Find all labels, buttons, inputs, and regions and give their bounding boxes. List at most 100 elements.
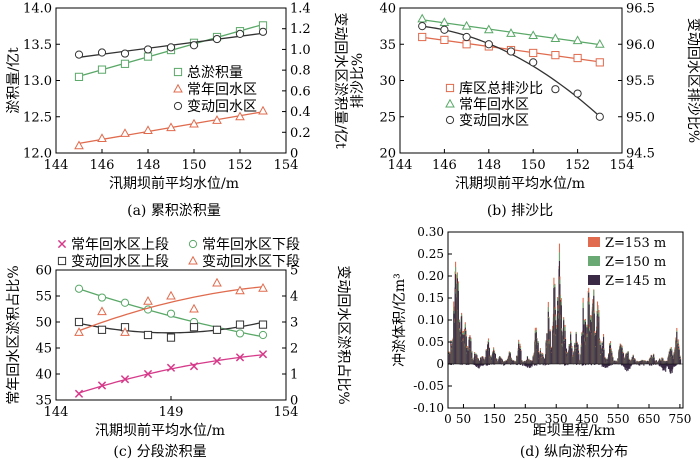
y-axis-label-right: 变动回水区排沙比% [685,18,700,143]
x-tick-label: 152 [565,158,590,173]
data-point [418,32,427,42]
x-tick-label: 50 [456,412,471,426]
data-point [74,72,84,81]
x-tick-label: 144 [44,158,69,173]
legend-label: 库区总排沙比 [459,81,543,97]
y-tick-label-right: 1.2 [290,22,311,37]
x-axis-label: 汛期坝前平均水位/m [95,422,225,439]
y-tick-label-left: 12.0 [23,147,52,162]
series-2 [418,22,604,121]
data-point [235,111,245,121]
y-tick-label-right: 0.8 [290,64,311,79]
y-tick-label-left: 40 [379,2,396,17]
x-axis-label: 汛期坝前平均水位/m [109,175,239,192]
legend-marker [173,67,183,77]
data-point [189,41,199,50]
legend-label: 变动回水区 [187,99,257,115]
y-tick-label-right: 0.4 [290,105,311,120]
data-point [120,375,130,384]
legend-item: 变动回水区 [445,113,529,129]
series-2 [74,317,268,342]
data-point [97,133,107,142]
data-point [551,51,560,60]
legend-label: Z=150 m [605,255,666,270]
legend-marker [57,256,67,266]
y-tick-label-right: 3 [290,316,298,331]
data-point [166,309,176,318]
y-axis-label-right: 变动回水区淤积占比% [335,265,351,404]
legend-label: 常年回水区 [187,82,257,98]
data-point [97,293,107,302]
data-point [484,40,493,49]
x-tick-label: 154 [274,405,299,420]
y-tick-label-left: 50 [35,316,52,331]
legend-item: 变动回水区上段 [57,254,169,270]
data-point [440,25,449,34]
data-point [120,298,130,307]
y-tick-label-right: 95.5 [626,74,655,89]
y-tick-label: 0.25 [417,247,444,261]
data-point [97,306,107,316]
data-point [506,28,516,37]
data-point [506,47,516,56]
panel-caption: (d) 纵向淤积分布 [520,444,628,460]
data-point [529,58,538,67]
legend-marker [173,83,183,93]
y-tick-label-left: 14.0 [23,2,52,17]
legend-label: 常年回水区下段 [202,237,300,253]
legend-marker [188,255,198,265]
data-point [74,389,84,398]
data-point [529,48,538,58]
y-tick-label: -0.05 [413,379,444,393]
x-tick-label: 150 [182,158,207,173]
data-point [573,53,582,63]
x-tick-label: 146 [432,158,457,173]
data-point [189,118,199,128]
x-tick-label: 250 [514,412,537,426]
panel-caption: (b) 排沙比 [487,203,553,219]
legend-label: 常年回水区 [459,97,529,113]
y-tick-label-left: 35 [379,38,396,53]
data-point [97,65,107,74]
data-point [166,122,176,132]
x-tick-label: 144 [388,158,413,173]
x-tick-label: 650 [638,412,661,426]
y-axis-label-right: 变动回水区淤积量/亿t [332,12,348,149]
legend-item: 常年回水区下段 [188,237,300,253]
data-point [189,323,199,332]
y-tick-label-left: 60 [35,264,52,279]
x-tick-label: 149 [159,405,184,420]
data-point [235,320,245,329]
data-point [120,327,130,336]
y-tick-label-right: 4 [290,290,298,305]
x-tick-label: 150 [483,412,506,426]
data-point [461,20,472,30]
data-point [166,333,176,342]
data-point [143,295,153,305]
legend-item: Z=145 m [588,274,666,289]
data-point [258,27,268,36]
y-tick-label-left: 20 [379,147,396,162]
x-tick-label: 154 [274,158,299,173]
legend-item: Z=150 m [588,255,666,270]
plot-marks [74,21,268,150]
legend-item: 总淤积量 [173,65,243,81]
panel-caption: (c) 分段淤积量 [113,444,206,460]
legend-marker [188,239,198,249]
y-tick-label-right: 94.5 [626,147,655,162]
data-point [166,43,176,52]
data-point [258,320,268,329]
y-tick-label-left: 13.0 [23,74,52,89]
data-point [143,125,153,135]
legend-item: 库区总排沙比 [445,81,543,97]
y-tick-label-right: 5 [290,264,298,279]
y-tick-label-right: 1 [290,368,298,383]
legend-marker [173,101,183,111]
x-tick-label: 550 [607,412,630,426]
legend-marker [445,98,455,108]
y-tick-label-right: 0.2 [290,126,311,141]
legend-label: 变动回水区 [459,113,529,129]
legend-item: 变动回水区下段 [188,254,300,270]
x-tick-label: 350 [545,412,568,426]
